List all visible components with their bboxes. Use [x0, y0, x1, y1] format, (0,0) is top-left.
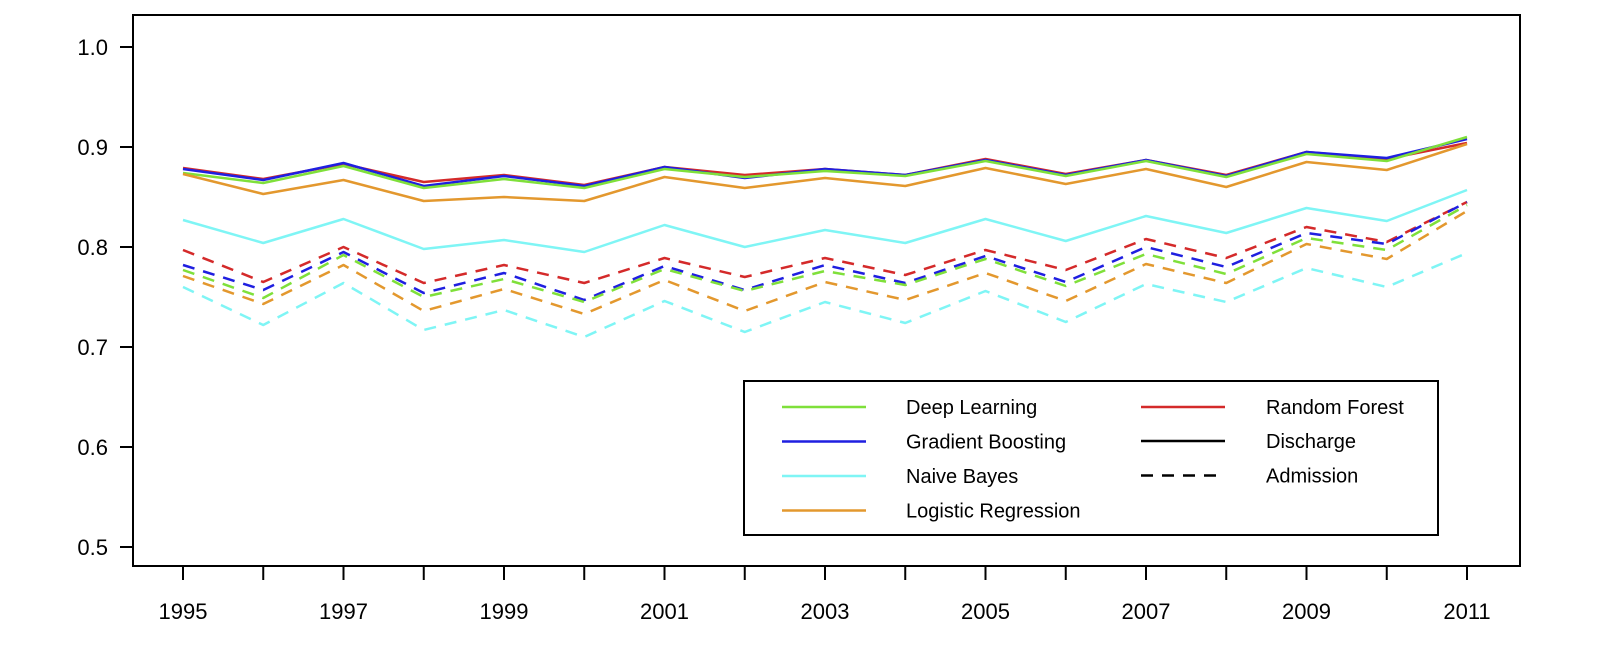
legend-label: Logistic Regression [906, 501, 1081, 523]
series-line-naive-bayes-discharge [183, 190, 1467, 252]
x-axis: 1995 1997 1999 2001 2003 2005 2007 2009 2011 [159, 566, 1491, 624]
y-tick-label: 0.6 [77, 435, 108, 460]
x-tick-label: 2011 [1443, 599, 1490, 624]
legend-label: Naive Bayes [906, 466, 1018, 488]
x-tick-label: 1997 [319, 599, 368, 624]
x-tick-label: 2001 [640, 599, 689, 624]
series-line-deep-learning-discharge [183, 137, 1467, 188]
y-axis: 0.5 0.6 0.7 0.8 0.9 1.0 [77, 35, 133, 560]
series-lines [183, 137, 1467, 337]
legend-label: Gradient Boosting [906, 432, 1066, 454]
series-line-logistic-regression-admission [183, 211, 1467, 314]
legend-label: Random Forest [1266, 397, 1404, 419]
x-tick-label: 1995 [159, 599, 208, 624]
y-tick-label: 1.0 [77, 35, 108, 60]
x-tick-label: 2005 [961, 599, 1010, 624]
x-tick-label: 2003 [801, 599, 850, 624]
x-tick-label: 1999 [480, 599, 529, 624]
y-tick-label: 0.7 [77, 335, 108, 360]
series-line-naive-bayes-admission [183, 253, 1467, 337]
x-tick-label: 2009 [1282, 599, 1331, 624]
legend-label: Deep Learning [906, 397, 1037, 419]
y-tick-label: 0.5 [77, 535, 108, 560]
y-tick-label: 0.9 [77, 135, 108, 160]
legend-label: Discharge [1266, 431, 1356, 453]
series-line-deep-learning-admission [183, 205, 1467, 302]
legend-label: Admission [1266, 466, 1358, 488]
legend: Deep Learning Gradient Boosting Naive Baye… [744, 381, 1438, 535]
y-tick-label: 0.8 [77, 235, 108, 260]
x-tick-label: 2007 [1122, 599, 1171, 624]
